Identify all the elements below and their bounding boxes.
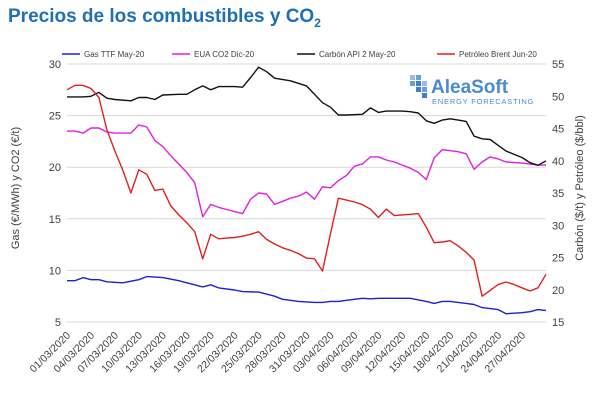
y-tick-left: 15 — [49, 214, 61, 226]
y-tick-right: 25 — [552, 253, 564, 265]
legend-entry: Petróleo Brent Jun-20 — [459, 50, 537, 59]
title-main: Precios de los combustibles y CO — [8, 6, 315, 27]
series-lines — [66, 66, 547, 315]
y-tick-left: 10 — [49, 265, 61, 277]
legend-entry: Gas TTF May-20 — [84, 50, 145, 59]
y-tick-right: 45 — [552, 124, 564, 136]
legend-entry: EUA CO2 Dic-20 — [194, 50, 255, 59]
legend-entry: Carbón API 2 May-20 — [319, 50, 396, 59]
page-title: Precios de los combustibles y CO2 — [8, 6, 321, 30]
x-axis-ticks: 01/03/202004/03/202007/03/202010/03/2020… — [27, 330, 528, 376]
series-line-2 — [67, 124, 546, 218]
y-tick-left: 5 — [55, 317, 61, 329]
y-tick-right: 50 — [552, 91, 564, 103]
title-subscript: 2 — [314, 15, 321, 30]
series-line-4 — [66, 84, 547, 297]
y-axis-right-label: Carbón ($/t) y Petróleo ($/bbl) — [574, 115, 586, 261]
y-tick-left: 25 — [49, 111, 61, 123]
right-axis-ticks: 15 20 25 30 35 40 45 50 55 — [552, 59, 564, 329]
y-tick-right: 35 — [552, 188, 564, 200]
y-tick-right: 20 — [552, 285, 564, 297]
legend: Gas TTF May-20 EUA CO2 Dic-20 Carbón API 2… — [62, 50, 537, 59]
series-line-3 — [67, 66, 547, 167]
left-axis-ticks: 5 10 15 20 25 30 — [49, 59, 61, 329]
logo-name: AleaSoft — [431, 77, 509, 98]
y-tick-right: 30 — [552, 220, 564, 232]
logo-tagline: ENERGY FORECASTING — [432, 97, 534, 106]
y-tick-right: 55 — [552, 59, 564, 71]
series-line-1 — [67, 275, 547, 315]
y-axis-left-label: Gas (€/MWh) y CO2 (€/t) — [10, 127, 22, 249]
y-tick-left: 30 — [49, 59, 61, 71]
y-tick-left: 20 — [49, 162, 61, 174]
gridlines — [67, 63, 546, 323]
y-tick-right: 40 — [552, 156, 564, 168]
logo-mark-icon — [410, 75, 427, 98]
y-tick-right: 15 — [552, 317, 564, 329]
aleasoft-logo: AleaSoft ENERGY FORECASTING — [410, 75, 534, 106]
